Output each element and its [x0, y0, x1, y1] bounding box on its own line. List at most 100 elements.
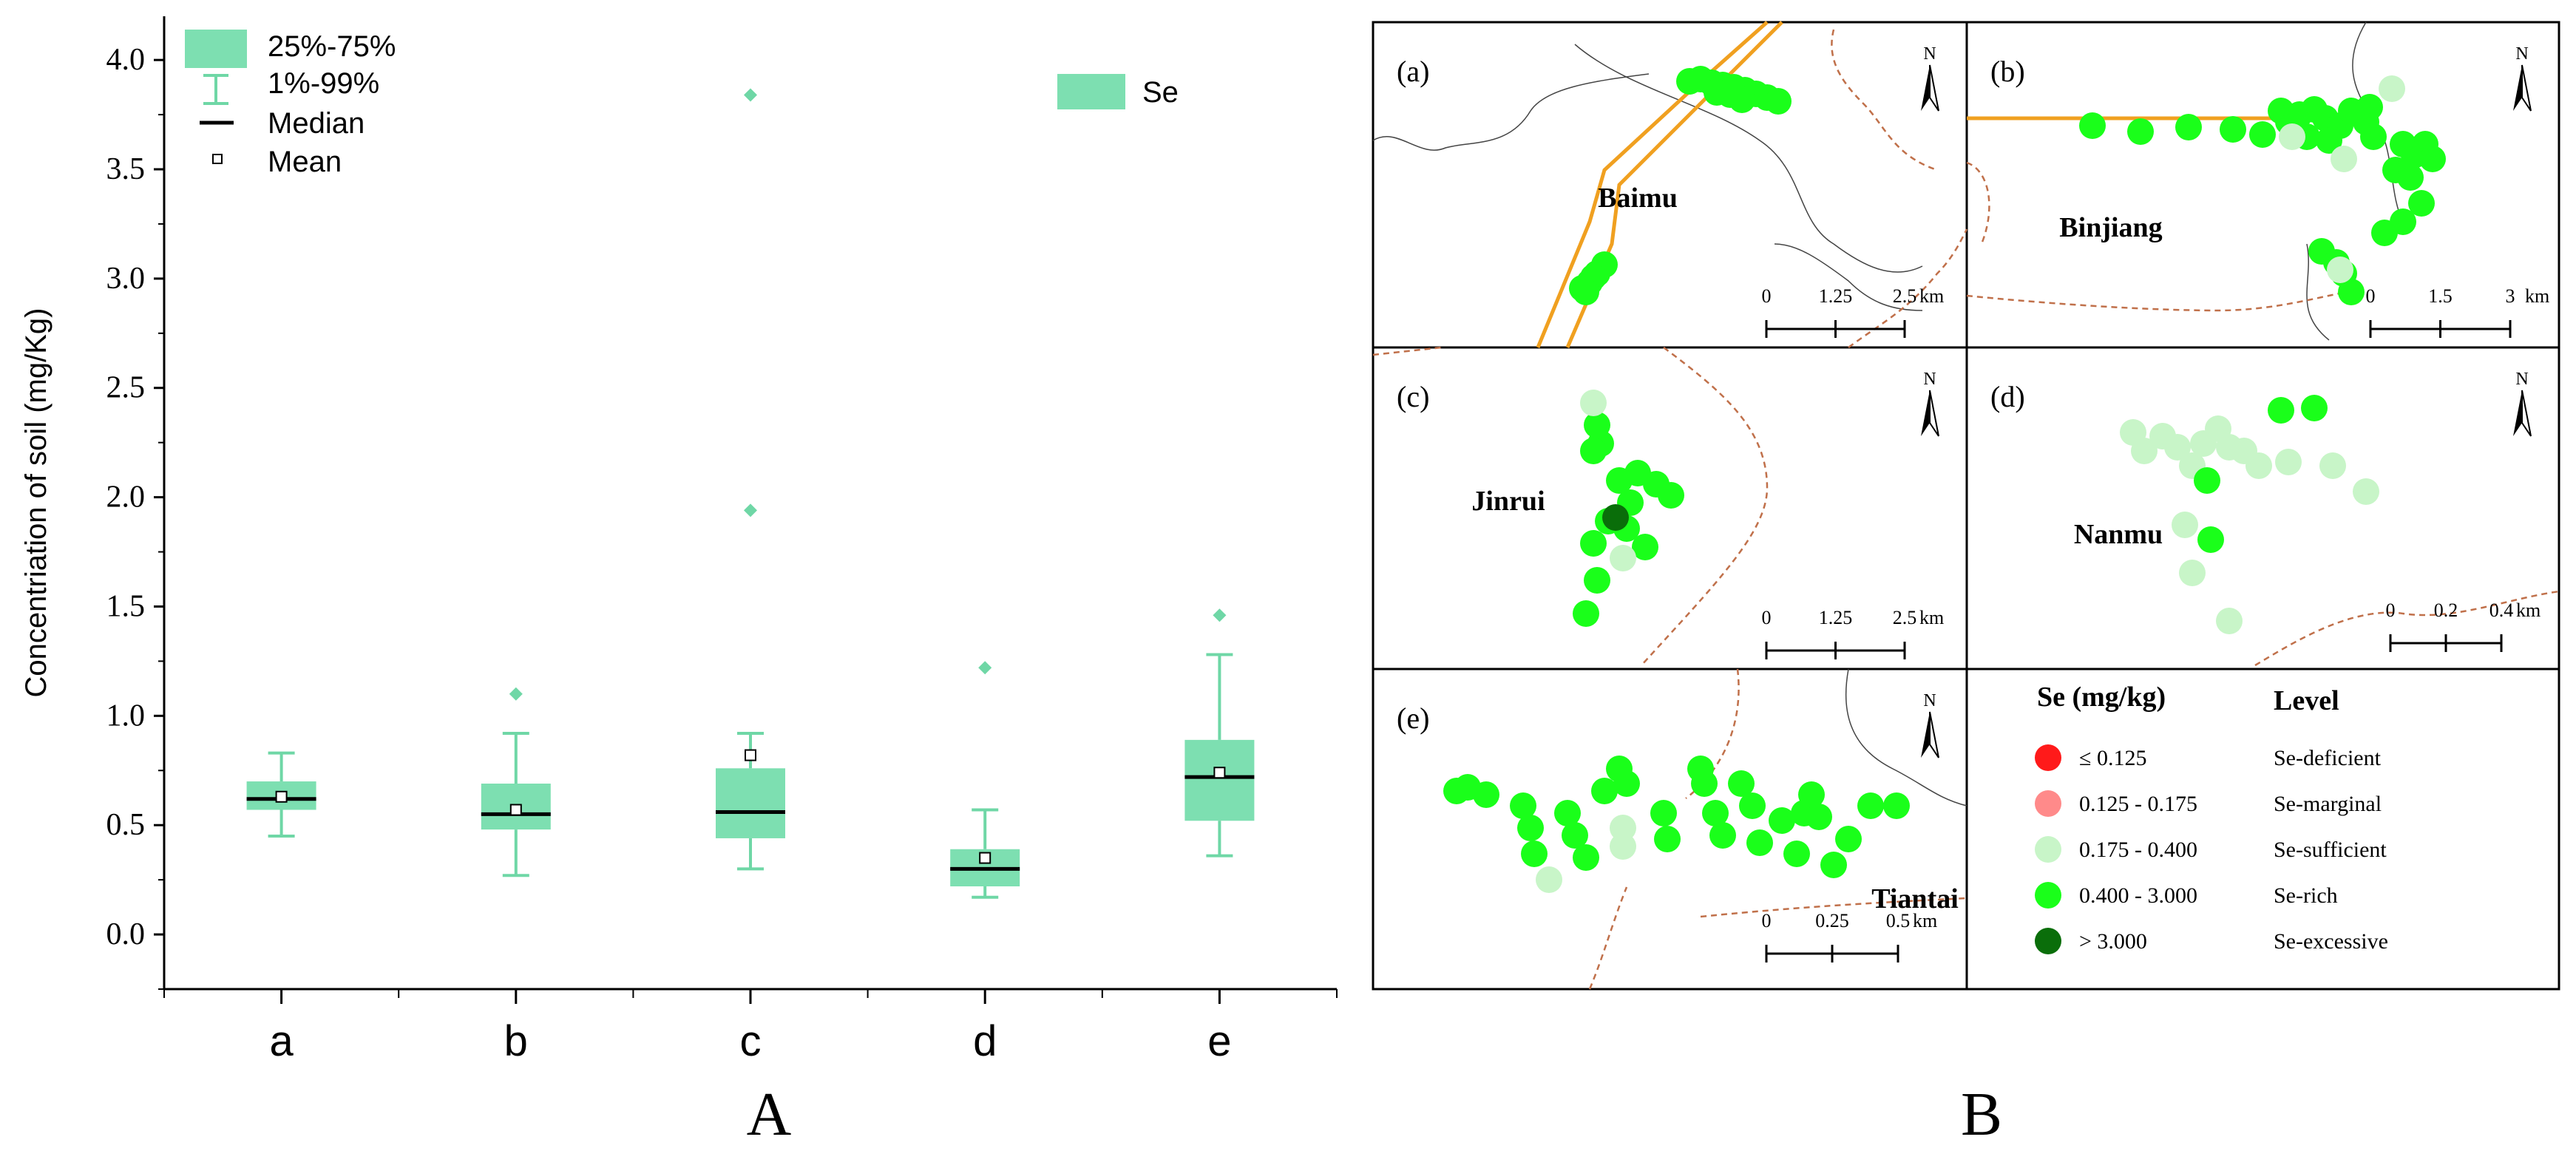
- outlier-marker: [1213, 608, 1227, 622]
- north-arrow-icon: [2521, 64, 2532, 112]
- y-tick-label: 3.5: [106, 152, 146, 186]
- x-tick-label: a: [269, 1017, 294, 1065]
- sample-point: [2172, 512, 2198, 538]
- sample-point: [1610, 545, 1636, 571]
- sample-point: [2301, 395, 2328, 421]
- sample-point: [1521, 841, 1548, 867]
- sample-point: [1573, 844, 1599, 871]
- sample-point: [2131, 438, 2158, 464]
- y-axis-label: Concentriation of soil (mg/Kg): [20, 308, 52, 698]
- sample-point: [1613, 770, 1640, 797]
- sample-point: [1883, 792, 1910, 819]
- map-legend: Se (mg/kg) Level ≤ 0.125 Se-deficient 0.12…: [2035, 682, 2388, 954]
- legend-level-header: Level: [2274, 685, 2339, 716]
- sample-point: [2179, 560, 2206, 586]
- north-arrow-icon: [1929, 390, 1939, 437]
- legend-mean-label: Mean: [268, 146, 342, 178]
- y-tick-label: 3.0: [106, 262, 146, 296]
- sample-point: [1610, 833, 1636, 860]
- box-c: [716, 88, 785, 871]
- sample-point: [1820, 852, 1847, 878]
- legend-se-header: Se (mg/kg): [2037, 682, 2166, 713]
- scale-bar-label: 3: [2506, 285, 2515, 307]
- sample-point: [1573, 279, 1599, 305]
- scale-bar-unit: km: [2516, 600, 2541, 621]
- legend-box-label: 25%-75%: [268, 30, 396, 63]
- north-arrow-icon: [1921, 65, 1930, 111]
- map-e-county-line-2: [1588, 886, 1628, 990]
- map-a-road: [1536, 21, 1769, 348]
- sample-point: [1857, 792, 1884, 819]
- legend-series-label: Se: [1142, 76, 1179, 109]
- scale-bar-label: 1.25: [1819, 285, 1853, 307]
- north-label: N: [1923, 370, 1936, 389]
- map-place-label: Jinrui: [1471, 486, 1545, 517]
- sample-point: [1798, 781, 1825, 808]
- sample-point: [1536, 866, 1562, 893]
- y-tick-label: 4.0: [106, 43, 146, 77]
- scale-bar-unit: km: [1919, 607, 1944, 628]
- scale-bar-label: 1.5: [2428, 285, 2453, 307]
- outlier-marker: [509, 687, 523, 701]
- scale-bar-label: 2.5: [1893, 285, 1917, 307]
- box-b: [481, 687, 551, 877]
- map-a-border-line: [1372, 73, 1650, 151]
- map-e-border-line: [1845, 668, 1967, 807]
- sample-point: [2249, 121, 2276, 148]
- sample-point: [2379, 75, 2405, 102]
- map-e-county-line-3: [1700, 897, 1967, 918]
- scale-bar-label: 0: [1762, 285, 1772, 307]
- north-arrow-icon: [1921, 390, 1930, 436]
- legend-range-label: > 3.000: [2079, 929, 2147, 954]
- sample-point: [2408, 190, 2435, 217]
- north-arrow-icon: [2513, 390, 2522, 436]
- scale-bar-label: 2.5: [1893, 607, 1917, 628]
- sample-point: [2268, 397, 2294, 424]
- box-d: [950, 661, 1020, 899]
- y-tick-label: 2.5: [106, 371, 146, 405]
- panel-label-A: A: [747, 1080, 792, 1149]
- legend-rows: ≤ 0.125 Se-deficient 0.125 - 0.175 Se-margi…: [2035, 744, 2388, 954]
- sample-point: [2353, 478, 2379, 505]
- legend-range-label: 0.175 - 0.400: [2079, 838, 2197, 862]
- sample-point: [1765, 88, 1792, 115]
- legend-box-swatch: [185, 30, 247, 68]
- scale-bar-label: 1.25: [1819, 607, 1853, 628]
- legend-range-label: ≤ 0.125: [2079, 746, 2146, 770]
- sample-point: [1658, 482, 1684, 509]
- map-a-border-line-3: [1774, 243, 1923, 311]
- sample-point: [1580, 438, 1607, 464]
- y-tick-label: 1.5: [106, 589, 146, 623]
- legend-series-swatch: [1057, 74, 1125, 109]
- scale-bar-label: 0: [1762, 607, 1772, 628]
- sample-point: [2338, 279, 2365, 305]
- x-tick-label: d: [973, 1017, 997, 1065]
- sample-point: [2079, 112, 2106, 139]
- sample-point: [2397, 164, 2424, 191]
- sample-point: [1591, 778, 1618, 804]
- map-c-county-line: [1641, 347, 1769, 666]
- legend-level-label: Se-excessive: [2274, 929, 2388, 954]
- scale-bar-unit: km: [2525, 285, 2549, 307]
- outlier-marker: [744, 503, 757, 517]
- sample-point: [1584, 567, 1610, 594]
- north-label: N: [1923, 44, 1936, 64]
- sample-point: [1728, 770, 1755, 797]
- mean-marker: [745, 749, 756, 761]
- sample-point: [1554, 800, 1581, 826]
- legend-mean-swatch: [212, 154, 223, 164]
- panel-label-B: B: [1961, 1080, 2002, 1149]
- mean-marker: [275, 790, 288, 803]
- sample-point: [1702, 800, 1729, 826]
- legend-marker: [2035, 882, 2061, 909]
- x-tick-label: c: [740, 1017, 762, 1065]
- sample-point: [1709, 822, 1736, 849]
- sample-point: [1580, 530, 1607, 557]
- north-arrow-icon: [1929, 64, 1939, 112]
- sample-point: [2175, 114, 2202, 140]
- scale-bar-label: 0: [2386, 600, 2396, 621]
- sample-point: [1602, 504, 1629, 531]
- sample-point: [2220, 116, 2246, 143]
- map-panel-label: (c): [1397, 380, 1429, 413]
